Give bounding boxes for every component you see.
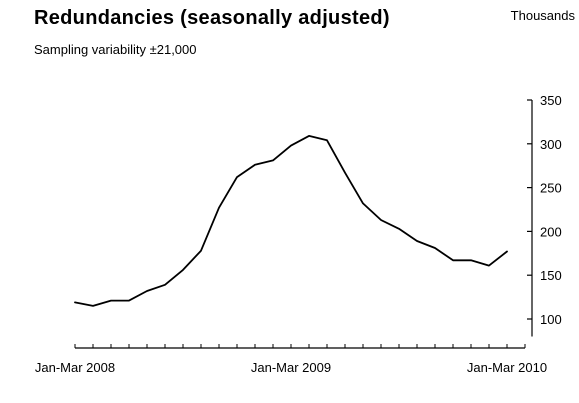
y-tick-label-300: 300 (540, 137, 562, 152)
y-axis-unit-label: Thousands (510, 8, 575, 23)
x-tick-label-0: Jan-Mar 2008 (35, 360, 115, 375)
y-tick-label-150: 150 (540, 268, 562, 283)
x-tick-label-12: Jan-Mar 2009 (251, 360, 331, 375)
series-group (74, 134, 508, 307)
y-tick-label-350: 350 (540, 93, 562, 108)
x-axis: Jan-Mar 2008 Jan-Mar 2009 Jan-Mar 2010 (35, 344, 547, 375)
y-tick-label-100: 100 (540, 312, 562, 327)
x-tick-label-24: Jan-Mar 2010 (467, 360, 547, 375)
y-tick-label-200: 200 (540, 224, 562, 239)
y-axis: 100 150 200 250 300 350 (527, 93, 562, 337)
series-line-0 (74, 134, 508, 307)
y-tick-label-250: 250 (540, 181, 562, 196)
chart-title: Redundancies (seasonally adjusted) (34, 7, 390, 29)
chart-subtitle: Sampling variability ±21,000 (34, 42, 197, 57)
